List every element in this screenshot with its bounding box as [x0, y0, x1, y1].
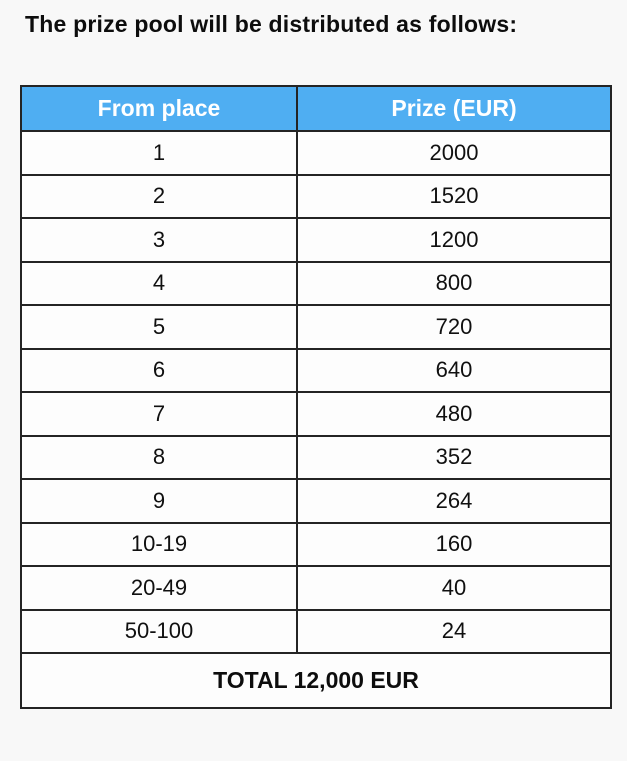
table-row: 6 640	[20, 347, 612, 393]
column-header-from-place: From place	[20, 85, 298, 132]
place-cell: 1	[20, 130, 298, 176]
table-row: 3 1200	[20, 217, 612, 263]
table-footer-row: TOTAL 12,000 EUR	[20, 652, 612, 709]
place-cell: 20-49	[20, 565, 298, 611]
prize-cell: 640	[296, 347, 612, 393]
place-cell: 3	[20, 217, 298, 263]
place-cell: 6	[20, 347, 298, 393]
total-cell: TOTAL 12,000 EUR	[20, 652, 612, 709]
table-row: 9 264	[20, 478, 612, 524]
table-row: 8 352	[20, 434, 612, 480]
prize-cell: 40	[296, 565, 612, 611]
prize-cell: 800	[296, 260, 612, 306]
place-cell: 50-100	[20, 608, 298, 654]
prize-cell: 720	[296, 304, 612, 350]
table-row: 10-19 160	[20, 521, 612, 567]
prize-cell: 1520	[296, 173, 612, 219]
table-row: 2 1520	[20, 173, 612, 219]
prize-cell: 24	[296, 608, 612, 654]
prize-cell: 1200	[296, 217, 612, 263]
table-header-row: From place Prize (EUR)	[20, 85, 612, 132]
table-row: 5 720	[20, 304, 612, 350]
place-cell: 2	[20, 173, 298, 219]
table-row: 7 480	[20, 391, 612, 437]
page-title: The prize pool will be distributed as fo…	[25, 11, 518, 37]
place-cell: 4	[20, 260, 298, 306]
place-cell: 8	[20, 434, 298, 480]
table-row: 50-100 24	[20, 608, 612, 654]
place-cell: 5	[20, 304, 298, 350]
table-row: 1 2000	[20, 130, 612, 176]
place-cell: 9	[20, 478, 298, 524]
prize-cell: 160	[296, 521, 612, 567]
table-row: 4 800	[20, 260, 612, 306]
prize-cell: 264	[296, 478, 612, 524]
column-header-prize-eur: Prize (EUR)	[296, 85, 612, 132]
prize-cell: 352	[296, 434, 612, 480]
prize-distribution-table: From place Prize (EUR) 1 2000 2 1520 3 1…	[20, 85, 612, 709]
prize-cell: 480	[296, 391, 612, 437]
place-cell: 10-19	[20, 521, 298, 567]
prize-cell: 2000	[296, 130, 612, 176]
table-row: 20-49 40	[20, 565, 612, 611]
place-cell: 7	[20, 391, 298, 437]
